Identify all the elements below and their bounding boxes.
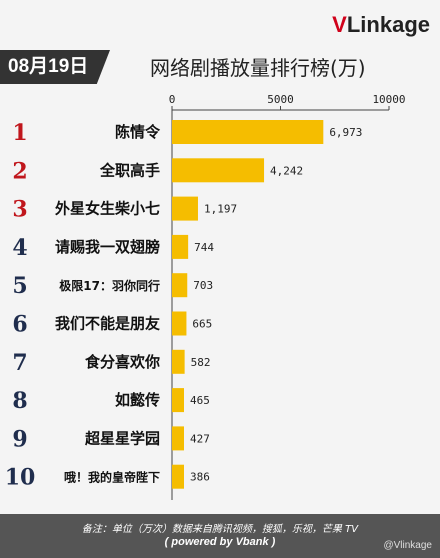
value-label: 1,197 bbox=[204, 203, 237, 216]
logo-rest: Linkage bbox=[346, 12, 430, 37]
watermark: @Vlinkage bbox=[383, 540, 432, 551]
category-label: 如懿传 bbox=[115, 391, 160, 409]
bar bbox=[172, 120, 324, 144]
x-tick-label: 0 bbox=[169, 93, 176, 106]
rank-number: 8 bbox=[12, 388, 27, 414]
rank-number: 1 bbox=[12, 120, 27, 146]
value-label: 6,973 bbox=[329, 126, 362, 139]
bar bbox=[172, 234, 189, 259]
value-label: 665 bbox=[192, 318, 212, 331]
rank-number: 3 bbox=[12, 197, 27, 223]
value-label: 744 bbox=[194, 241, 214, 254]
rank-number: 4 bbox=[12, 235, 27, 261]
logo-highlight: V bbox=[332, 12, 347, 37]
footer-credit: ( powered by Vbank ) bbox=[164, 536, 276, 548]
bar bbox=[172, 158, 265, 183]
category-label: 极限17：羽你同行 bbox=[59, 278, 160, 293]
category-label: 外星女生柴小七 bbox=[54, 200, 160, 218]
bar bbox=[172, 273, 188, 298]
bar bbox=[172, 349, 185, 374]
bar bbox=[172, 196, 198, 221]
category-label: 哦！我的皇帝陛下 bbox=[64, 470, 160, 485]
rank-number: 6 bbox=[12, 312, 27, 338]
footer: 备注：单位（万次）数据来自腾讯视频，搜狐，乐视，芒果 TV ( powered … bbox=[0, 514, 440, 558]
rank-number: 10 bbox=[5, 465, 36, 491]
x-tick-label: 10000 bbox=[372, 93, 405, 106]
category-label: 超星星学园 bbox=[84, 429, 160, 447]
date-badge: 08月19日 bbox=[0, 50, 110, 84]
bar bbox=[172, 464, 184, 489]
rank-number: 5 bbox=[12, 273, 27, 299]
bar-chart: 0 5000 10000 1 陈情令 6,973 2 全职高手 4,242 3 外星女生柴小七 1,1… bbox=[5, 93, 406, 500]
value-label: 465 bbox=[190, 394, 210, 407]
category-label: 请赐我一双翅膀 bbox=[55, 238, 160, 256]
rank-number: 9 bbox=[12, 426, 27, 452]
bar bbox=[172, 426, 184, 451]
rank-number: 7 bbox=[12, 350, 27, 376]
value-label: 703 bbox=[193, 279, 213, 292]
value-label: 4,242 bbox=[270, 164, 303, 177]
footer-note: 备注：单位（万次）数据来自腾讯视频，搜狐，乐视，芒果 TV bbox=[81, 524, 359, 535]
rank-number: 2 bbox=[12, 158, 27, 184]
category-label: 陈情令 bbox=[115, 123, 161, 141]
category-label: 我们不能是朋友 bbox=[55, 315, 160, 333]
category-label: 食分喜欢你 bbox=[85, 353, 160, 371]
category-label: 全职高手 bbox=[99, 161, 160, 179]
value-label: 582 bbox=[191, 356, 211, 369]
value-label: 386 bbox=[190, 471, 210, 484]
bar bbox=[172, 311, 187, 336]
x-tick-label: 5000 bbox=[267, 93, 294, 106]
bar bbox=[172, 388, 184, 413]
vlinkage-logo: VLinkage bbox=[320, 12, 430, 38]
chart-title: 网络剧播放量排行榜(万) bbox=[150, 56, 366, 80]
value-label: 427 bbox=[190, 432, 210, 445]
